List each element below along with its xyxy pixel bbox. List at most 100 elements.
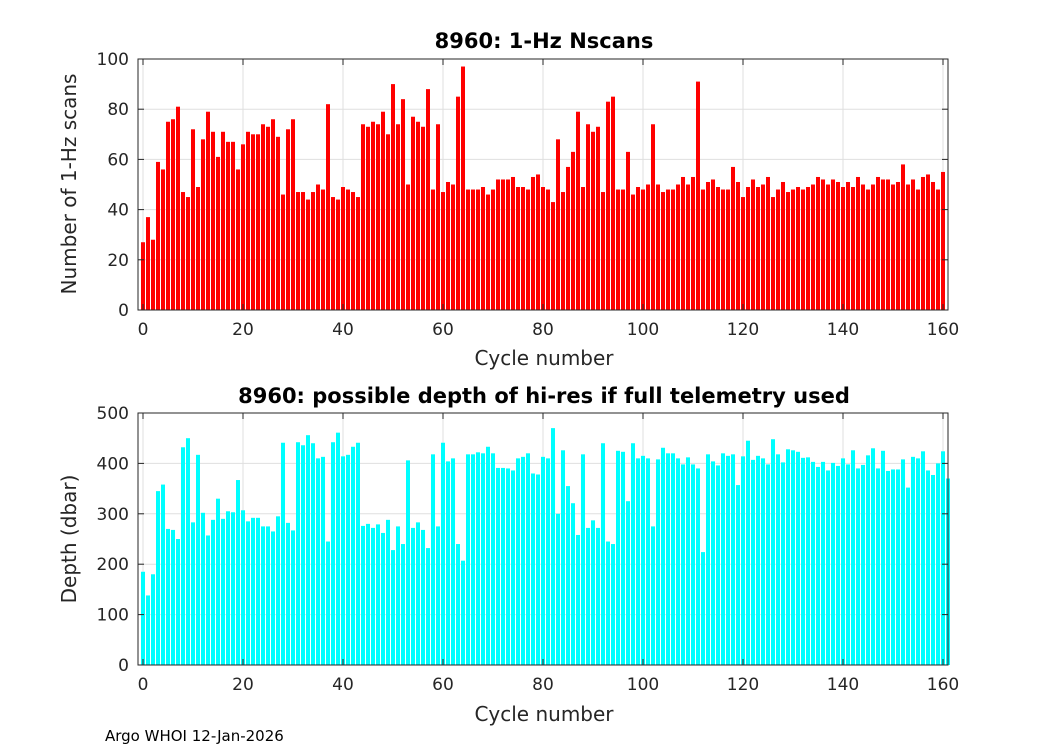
y-tick-label: 100 [97,50,129,70]
bar [221,518,225,665]
bar [266,126,270,311]
bar [521,456,525,665]
bar [761,184,765,310]
bar [866,189,870,310]
y-tick-label: 80 [107,100,129,120]
bar [691,176,695,310]
bar [431,454,435,665]
bar [906,184,910,310]
bar [341,187,345,310]
bar [621,451,625,665]
bar [896,181,900,310]
bar [656,459,660,665]
x-tick-label: 40 [332,675,354,695]
bar [366,126,370,311]
bar [141,571,145,665]
bar [826,470,830,665]
bar [811,461,815,665]
bar [741,197,745,310]
bar [641,189,645,310]
bar [571,503,575,665]
bar [831,462,835,665]
bar [466,454,470,665]
bar [501,179,505,310]
bar [316,184,320,310]
bar [641,455,645,665]
bar [871,448,875,665]
bar [926,174,930,310]
bar [386,134,390,310]
bar [391,550,395,665]
bar [651,124,655,310]
bar [476,452,480,665]
bar [276,516,280,665]
bar [526,189,530,310]
x-tick-label: 100 [627,675,659,695]
bar [716,465,720,665]
bar [516,458,520,665]
bar [421,126,425,311]
bar [416,522,420,665]
bar [716,187,720,310]
bar [576,111,580,311]
bar [146,595,150,665]
bar [166,528,170,665]
bar [911,179,915,310]
bar [906,487,910,665]
x-tick-label: 60 [432,675,454,695]
bar [486,446,490,665]
bar [241,144,245,310]
bar [876,468,880,665]
bar [501,467,505,665]
bar [271,531,275,665]
bar [916,189,920,310]
bar [156,491,160,665]
bar [811,184,815,310]
bar [941,451,945,665]
bar [276,136,280,310]
bar [816,176,820,310]
bar [341,456,345,665]
bar [401,544,405,665]
bar [626,501,630,665]
bar [226,511,230,665]
bar [726,189,730,310]
bar [636,187,640,310]
bar [936,463,940,665]
bar [786,192,790,310]
bar [746,440,750,665]
bar [636,458,640,665]
bar [486,194,490,310]
bar [496,467,500,665]
bar [886,470,890,665]
bar [391,84,395,310]
bar [396,124,400,310]
bar [156,161,160,310]
bar [311,443,315,665]
y-tick-label: 300 [97,505,129,525]
y-axis-label: Depth (dbar) [57,475,81,604]
bar [236,480,240,665]
bar [186,197,190,310]
axes-nscans: 8960: 1-Hz Nscans Cycle number Number of… [57,29,959,370]
bar [656,184,660,310]
bar [921,451,925,665]
bar [306,435,310,665]
bar [556,139,560,310]
bar [491,453,495,665]
bar [216,156,220,310]
bar [361,525,365,665]
bar [476,189,480,310]
bar [356,442,360,665]
bar [631,194,635,310]
bar [776,454,780,665]
bar [836,181,840,310]
bar [411,527,415,665]
bar [821,179,825,310]
bar [431,189,435,310]
bar [206,111,210,311]
bar [171,529,175,665]
bar [721,453,725,665]
bar [856,176,860,310]
